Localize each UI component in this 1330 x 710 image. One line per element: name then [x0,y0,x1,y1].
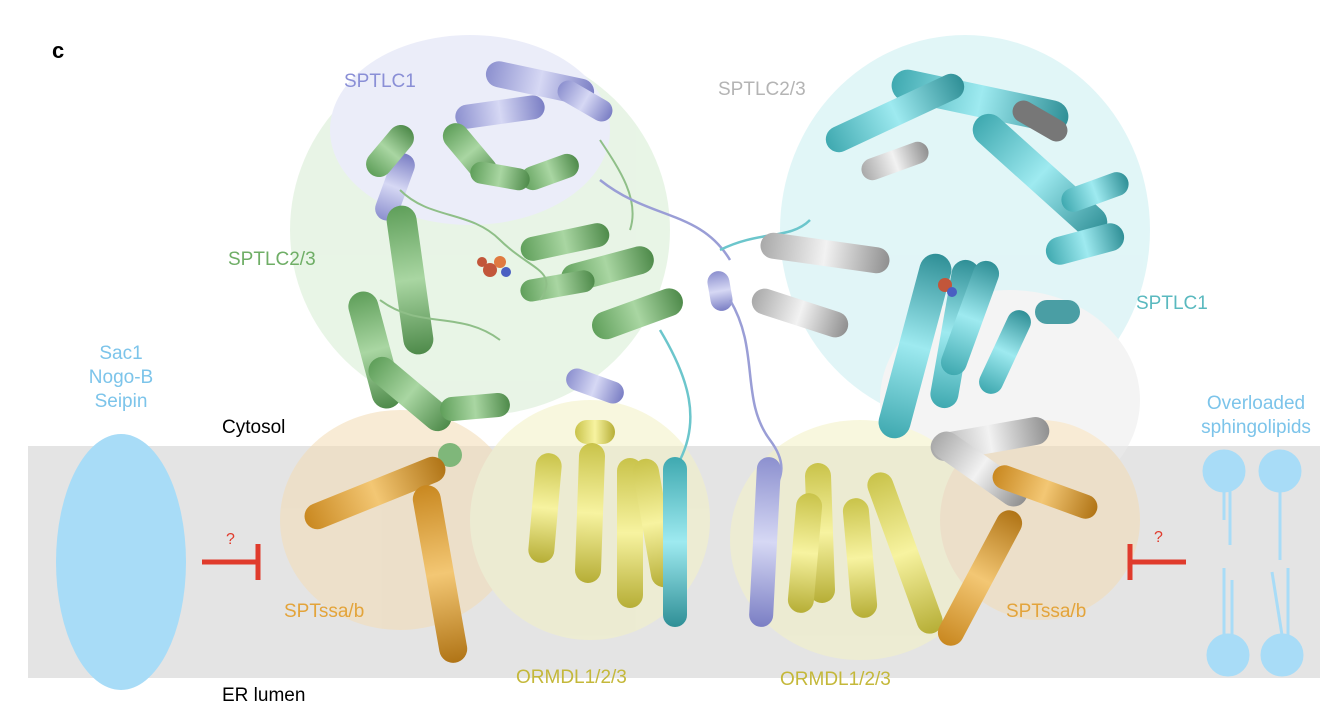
panel-letter: c [52,38,65,63]
sphingolipid-icons [1202,449,1304,677]
left-loops [379,139,634,341]
regulator-nogo-b: Nogo-B [88,367,154,388]
sptlc1-cyan-tm-left [663,457,687,627]
sptlc1-right-helices [825,69,1129,439]
regulator-ellipse [56,434,186,690]
inhibition-arrow-left [202,544,261,580]
label-sptlc1-left: SPTLC1 [344,71,416,92]
label-ormdl-left: ORMDL1/2/3 [516,667,627,688]
ormdl-right-helices [787,463,943,634]
sptssa-right-helices [937,465,1098,646]
left-regulators-list: Sac1 Nogo-B Seipin [76,342,166,414]
sptlc1-lavender-tm-right [749,457,781,627]
label-sptssa-right: SPTssa/b [1006,601,1087,622]
sptlc23-left-helices [348,123,683,467]
label-sptlc23-left: SPTLC2/3 [228,249,316,270]
label-cytosol: Cytosol [222,417,286,438]
label-sptlc1-right: SPTLC1 [1136,293,1208,314]
ligand-left [477,256,511,277]
sptlc1-left-helices [375,61,733,404]
inhibition-arrow-right [1127,544,1186,580]
question-mark-right: ? [1154,529,1163,546]
label-sptssa-left: SPTssa/b [284,601,365,622]
label-sptlc23-top-right: SPTLC2/3 [718,79,806,100]
regulator-sphingolipids: sphingolipids [1201,417,1311,438]
regulator-sac1: Sac1 [99,343,143,364]
question-mark-left: ? [226,531,235,548]
label-er-lumen: ER lumen [222,685,306,706]
regulator-overloaded: Overloaded [1206,393,1306,414]
regulator-seipin: Seipin [94,391,148,412]
label-ormdl-right: ORMDL1/2/3 [780,669,891,690]
right-regulators-list: Overloaded sphingolipids [1186,392,1326,440]
sptssa-left-helices [304,456,468,663]
ligand-right [938,278,957,297]
